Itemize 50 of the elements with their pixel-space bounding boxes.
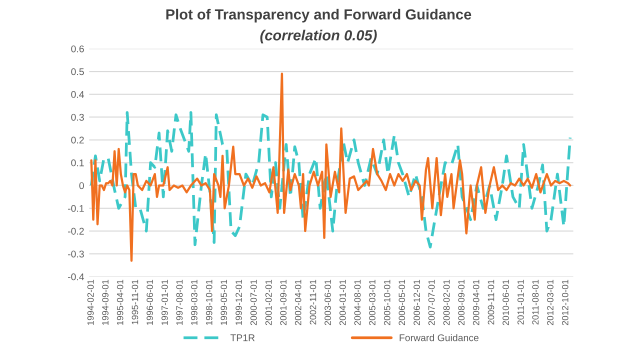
y-tick-label: 0.1 — [71, 159, 84, 166]
x-tick-label: 2003-06-01 — [324, 280, 331, 326]
y-tick-label: 0.3 — [71, 114, 84, 121]
x-tick-label: 2005-10-01 — [384, 280, 390, 326]
y-tick-label: 0.5 — [71, 68, 84, 76]
y-tick-label: -0.2 — [68, 228, 84, 235]
x-tick-label: 1999-05-01 — [220, 280, 228, 325]
x-tick-label: 2002-11-01 — [310, 280, 316, 324]
x-tick-label: 2001-02-01 — [265, 280, 272, 326]
x-tick-label: 2007-07-01 — [428, 280, 435, 326]
x-tick-label: 2011-01-01 — [517, 280, 524, 324]
legend-label: Forward Guidance — [400, 334, 478, 342]
y-tick-label: -0.3 — [68, 250, 84, 258]
y-tick-label: 0 — [79, 182, 84, 190]
x-tick-label: 2012-10-01 — [562, 280, 568, 326]
x-tick-label: 2008-02-01 — [443, 280, 450, 326]
x-tick-label: 1994-09-01 — [102, 280, 109, 325]
legend-label: TP1R — [230, 334, 255, 342]
x-tick-label: 1994-02-01 — [87, 280, 94, 325]
x-tick-label: 1997-01-01 — [162, 280, 168, 325]
chart-title: Plot of Transparency and Forward Guidance — [166, 8, 472, 22]
x-tick-label: 2011-08-01 — [532, 280, 539, 324]
x-tick-label: 2012-03-01 — [547, 280, 554, 326]
x-tick-label: 2009-04-01 — [472, 280, 480, 326]
x-tick-label: 1995-11-01 — [132, 280, 138, 324]
x-tick-label: 2001-09-01 — [280, 280, 287, 326]
x-tick-label: 2006-05-01 — [398, 280, 406, 326]
x-tick-label: 2006-12-01 — [414, 280, 420, 326]
x-tick-label: 1996-06-01 — [146, 280, 154, 325]
y-tick-label: -0.1 — [68, 205, 84, 212]
line-series — [90, 111, 572, 248]
x-tick-label: 1998-10-01 — [206, 280, 212, 325]
y-tick-label: -0.4 — [68, 273, 84, 280]
x-tick-label: 1997-08-01 — [176, 280, 183, 325]
line-series — [90, 72, 572, 262]
x-tick-label: 2005-03-01 — [369, 280, 376, 326]
x-tick-label: 1999-12-01 — [236, 280, 242, 325]
x-tick-label: 2004-01-01 — [339, 280, 346, 326]
x-tick-label: 2009-11-01 — [488, 280, 494, 324]
x-tick-label: 2000-07-01 — [250, 280, 257, 326]
x-tick-label: 2002-04-01 — [294, 280, 302, 326]
x-tick-label: 1998-03-01 — [191, 280, 198, 325]
x-tick-label: 2008-09-01 — [458, 280, 465, 326]
y-tick-label: 0.6 — [71, 45, 84, 52]
y-tick-label: 0.4 — [71, 91, 84, 98]
x-tick-label: 2004-08-01 — [354, 280, 361, 326]
y-tick-label: 0.2 — [71, 136, 84, 144]
chart-subtitle: (correlation 0.05) — [260, 30, 377, 44]
x-tick-label: 1995-04-01 — [116, 280, 124, 325]
x-tick-label: 2010-06-01 — [502, 280, 509, 326]
